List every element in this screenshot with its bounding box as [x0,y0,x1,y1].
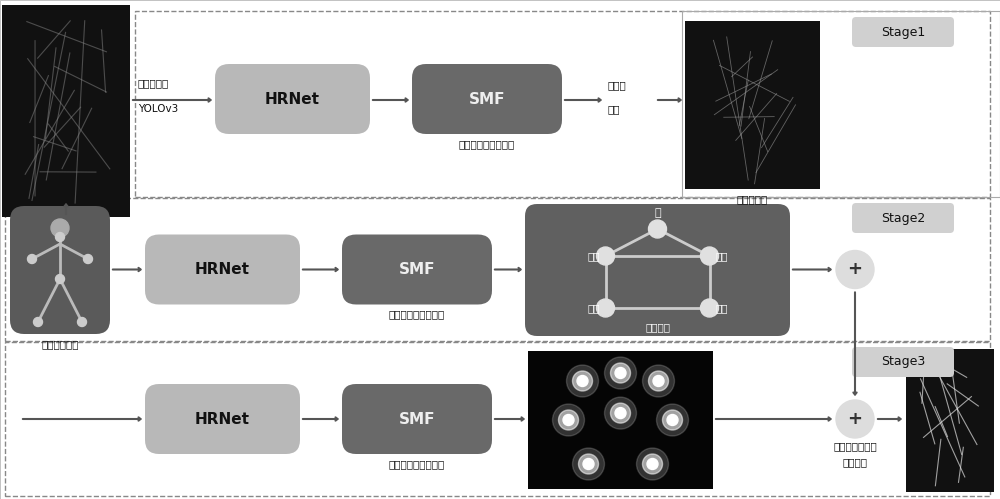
Text: 人体几何关系: 人体几何关系 [41,339,79,349]
Circle shape [51,219,69,237]
FancyBboxPatch shape [852,347,954,377]
Circle shape [610,363,631,383]
Text: 关节点: 关节点 [608,80,627,90]
Circle shape [648,371,668,391]
Bar [682,11,1000,197]
Text: 序列多尺度特征融合: 序列多尺度特征融合 [389,309,445,319]
Circle shape [647,459,658,470]
Text: 右肩: 右肩 [716,251,728,261]
Text: 颈: 颈 [654,208,661,218]
Text: 最优匹配: 最优匹配 [843,457,868,467]
Text: 序列多尺度特征融合: 序列多尺度特征融合 [459,139,515,149]
Circle shape [836,250,874,288]
FancyBboxPatch shape [525,204,790,336]
Text: Stage2: Stage2 [881,212,925,225]
Text: +: + [848,410,863,428]
Circle shape [572,448,604,480]
Text: 左臀: 左臀 [587,303,600,313]
Circle shape [577,376,588,387]
Circle shape [572,371,592,391]
Circle shape [610,403,631,423]
Circle shape [653,376,664,387]
Circle shape [56,233,64,242]
Circle shape [615,408,626,419]
Text: 预测: 预测 [608,104,620,114]
Circle shape [637,448,668,480]
Text: Stage1: Stage1 [881,25,925,38]
Circle shape [56,274,64,283]
Text: HRNet: HRNet [265,91,320,106]
FancyBboxPatch shape [10,206,110,334]
Text: Stage3: Stage3 [881,355,925,368]
Text: 躯干与肢体关节: 躯干与肢体关节 [833,441,877,451]
Circle shape [667,415,678,426]
Text: 序列多尺度特征融合: 序列多尺度特征融合 [389,459,445,469]
FancyBboxPatch shape [342,384,492,454]
Circle shape [566,365,598,397]
Circle shape [656,404,688,436]
Bar [5,198,990,341]
Circle shape [27,254,36,263]
FancyBboxPatch shape [852,17,954,47]
Circle shape [563,415,574,426]
FancyBboxPatch shape [412,64,562,134]
Circle shape [642,454,662,474]
Text: 目标检测器: 目标检测器 [138,78,169,88]
FancyBboxPatch shape [145,384,300,454]
Circle shape [578,454,598,474]
Bar [2,5,130,217]
Circle shape [648,220,666,238]
Text: YOLOv3: YOLOv3 [138,104,178,114]
Circle shape [662,410,682,430]
Circle shape [596,247,614,265]
FancyBboxPatch shape [145,235,300,304]
Text: HRNet: HRNet [195,412,250,427]
Bar [528,351,713,489]
Circle shape [615,367,626,379]
FancyBboxPatch shape [215,64,370,134]
Text: 右臀: 右臀 [716,303,728,313]
FancyBboxPatch shape [342,235,492,304]
FancyBboxPatch shape [852,203,954,233]
Bar [5,342,990,496]
Circle shape [552,404,584,436]
Circle shape [701,299,719,317]
Circle shape [596,299,614,317]
Circle shape [558,410,578,430]
Circle shape [78,317,87,326]
Text: SMF: SMF [469,91,505,106]
Text: +: + [848,260,863,278]
Text: 人体关节点: 人体关节点 [737,194,768,204]
Text: HRNet: HRNet [195,262,250,277]
Circle shape [604,397,637,429]
Circle shape [604,357,637,389]
Bar [135,11,990,197]
Text: SMF: SMF [399,262,435,277]
Text: 左肩: 左肩 [587,251,600,261]
Circle shape [701,247,719,265]
Circle shape [583,459,594,470]
Circle shape [34,317,42,326]
Circle shape [84,254,92,263]
Circle shape [642,365,674,397]
Circle shape [836,400,874,438]
Bar [906,349,994,492]
Text: SMF: SMF [399,412,435,427]
Bar [685,21,820,189]
Text: 躯干关节: 躯干关节 [645,322,670,332]
